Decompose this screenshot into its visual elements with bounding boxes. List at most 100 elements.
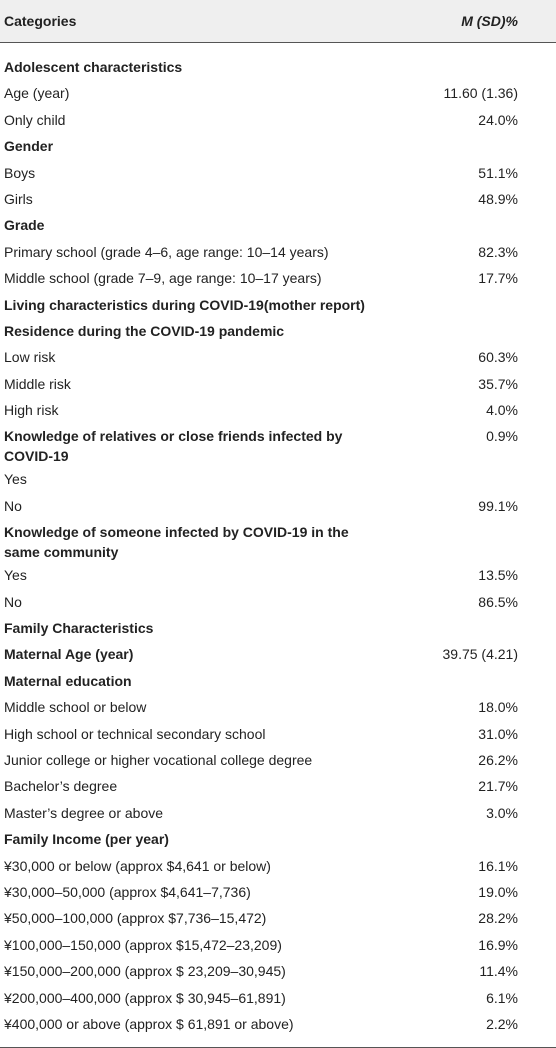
row-label: Middle risk (4, 375, 71, 392)
row-label: High risk (4, 402, 59, 419)
table-row: Low risk 60.3% (0, 344, 556, 370)
table-row: Family Characteristics (0, 615, 556, 641)
table-row: ¥150,000–200,000 (approx $ 23,209–30,945… (0, 958, 556, 984)
table-row: No 86.5% (0, 589, 556, 615)
table-row: Bachelor’s degree 21.7% (0, 773, 556, 799)
row-label: No (4, 593, 22, 610)
row-value: 28.2% (478, 910, 518, 927)
table-row: Living characteristics during COVID-19(m… (0, 292, 556, 318)
row-value: 48.9% (478, 190, 518, 207)
table-row: No 99.1% (0, 493, 556, 519)
row-value: 4.0% (486, 402, 518, 419)
row-value: 17.7% (478, 270, 518, 287)
row-label: Grade (4, 217, 45, 234)
table-row: Residence during the COVID-19 pandemic (0, 318, 556, 344)
table-row: ¥50,000–100,000 (approx $7,736–15,472) 28… (0, 905, 556, 931)
row-label: Only child (4, 111, 66, 128)
row-label: Bachelor’s degree (4, 778, 118, 795)
table-row: Maternal education (0, 668, 556, 694)
table-row: Yes 13.5% (0, 562, 556, 588)
table-row: Yes (0, 466, 556, 492)
row-value: 11.4% (479, 963, 518, 980)
table-row: High risk 4.0% (0, 397, 556, 423)
row-label: Girls (4, 190, 33, 207)
row-value: 82.3% (478, 243, 518, 260)
table-row: Maternal Age (year) 39.75 (4.21) (0, 641, 556, 667)
row-value: 0.9% (486, 428, 518, 445)
table-row: Only child 24.0% (0, 107, 556, 133)
table-row: ¥30,000–50,000 (approx $4,641–7,736) 19.0… (0, 879, 556, 905)
row-label: Gender (4, 138, 54, 155)
table-row: Girls 48.9% (0, 186, 556, 212)
row-label: High school or technical secondary schoo… (4, 725, 266, 742)
table-row: Knowledge of someone infected by COVID-1… (0, 519, 556, 562)
row-value: 16.9% (478, 936, 518, 953)
row-label: ¥150,000–200,000 (approx $ 23,209–30,945… (4, 963, 286, 980)
row-label: Maternal education (4, 672, 132, 689)
row-label: Yes (4, 471, 27, 488)
table-row: Master’s degree or above 3.0% (0, 800, 556, 826)
row-label: ¥30,000–50,000 (approx $4,641–7,736) (4, 883, 251, 900)
row-value: 51.1% (478, 164, 518, 181)
table-row: Primary school (grade 4–6, age range: 10… (0, 239, 556, 265)
row-label: Middle school or below (4, 699, 147, 716)
row-label: ¥30,000 or below (approx $4,641 or below… (4, 857, 271, 874)
table-row: Junior college or higher vocational coll… (0, 747, 556, 773)
table-row: ¥400,000 or above (approx $ 61,891 or ab… (0, 1011, 556, 1037)
table-row: Gender (0, 133, 556, 159)
row-value: 11.60 (1.36) (443, 85, 518, 102)
row-value: 60.3% (478, 349, 518, 366)
row-value: 86.5% (478, 593, 518, 610)
table-row: Middle school or below 18.0% (0, 694, 556, 720)
row-label: Low risk (4, 349, 56, 366)
row-value: 24.0% (478, 111, 518, 128)
row-value: 16.1% (478, 857, 518, 874)
row-label: ¥100,000–150,000 (approx $15,472–23,209) (4, 936, 282, 953)
row-value: 18.0% (478, 699, 518, 716)
table-row: Middle school (grade 7–9, age range: 10–… (0, 265, 556, 291)
table-row: ¥30,000 or below (approx $4,641 or below… (0, 853, 556, 879)
row-label: Living characteristics during COVID-19(m… (4, 296, 365, 313)
row-label: Knowledge of relatives or close friends … (4, 428, 343, 465)
table-body: Adolescent characteristics Age (year) 11.6… (0, 43, 556, 1047)
row-value: 35.7% (478, 375, 518, 392)
row-value: 19.0% (478, 883, 518, 900)
row-value: 2.2% (486, 1015, 518, 1032)
row-label: Yes (4, 567, 27, 584)
table-row: Age (year) 11.60 (1.36) (0, 80, 556, 106)
row-label: Boys (4, 164, 36, 181)
row-label: Age (year) (4, 85, 70, 102)
row-value: 3.0% (486, 804, 518, 821)
row-label: Adolescent characteristics (4, 59, 183, 75)
table-row: High school or technical secondary schoo… (0, 721, 556, 747)
row-label: Residence during the COVID-19 pandemic (4, 322, 285, 339)
row-value: 6.1% (486, 989, 518, 1006)
row-value: 21.7% (478, 778, 518, 795)
row-value: 26.2% (478, 751, 518, 768)
row-value: 39.75 (4.21) (442, 646, 519, 663)
header-value: M (SD)% (461, 13, 518, 29)
row-label: Family Income (per year) (4, 831, 169, 848)
table-row: Knowledge of relatives or close friends … (0, 423, 556, 466)
table-header: Categories M (SD)% (0, 0, 556, 43)
row-label: Primary school (grade 4–6, age range: 10… (4, 243, 329, 260)
header-label: Categories (4, 13, 77, 29)
table-row: ¥200,000–400,000 (approx $ 30,945–61,891… (0, 985, 556, 1011)
row-label: ¥50,000–100,000 (approx $7,736–15,472) (4, 910, 267, 927)
row-label: Middle school (grade 7–9, age range: 10–… (4, 270, 322, 287)
row-value: 99.1% (478, 497, 518, 514)
row-label: No (4, 497, 22, 514)
row-label: ¥400,000 or above (approx $ 61,891 or ab… (4, 1015, 294, 1032)
table-row: ¥100,000–150,000 (approx $15,472–23,209)… (0, 932, 556, 958)
row-label: Knowledge of someone infected by COVID-1… (4, 524, 349, 561)
row-label: Family Characteristics (4, 620, 154, 637)
row-value: 31.0% (478, 725, 518, 742)
row-label: Junior college or higher vocational coll… (4, 751, 313, 768)
row-label: Master’s degree or above (4, 804, 164, 821)
table-row: Family Income (per year) (0, 826, 556, 852)
row-label: Maternal Age (year) (4, 646, 134, 663)
table-row: Adolescent characteristics (0, 54, 556, 80)
table-row: Grade (0, 212, 556, 238)
